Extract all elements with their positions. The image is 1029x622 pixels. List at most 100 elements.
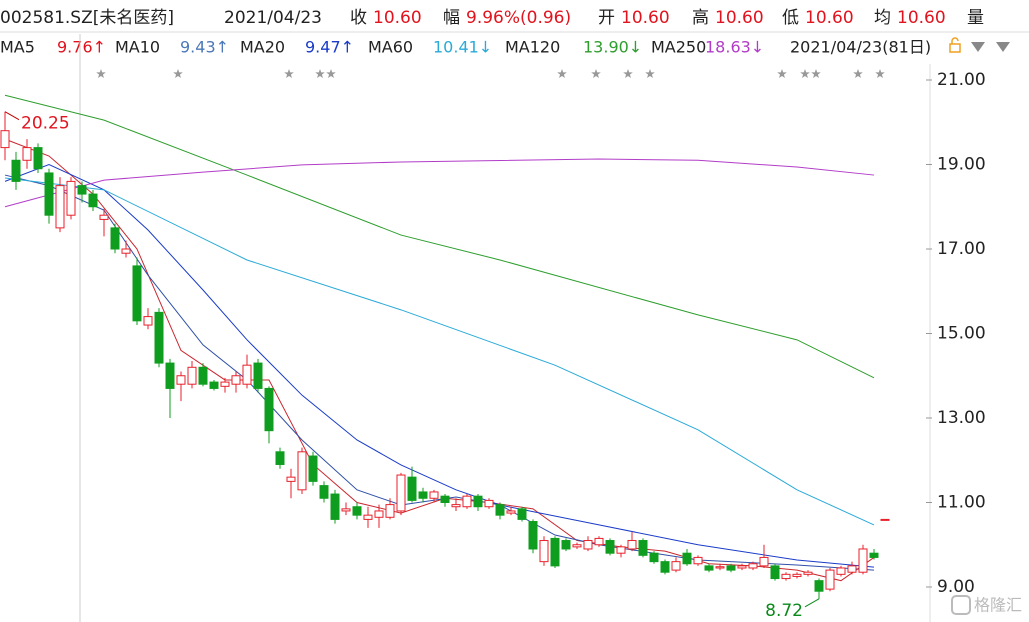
legend-name: MA5: [0, 38, 35, 57]
candle-body: [11, 159, 21, 182]
candle-body: [517, 508, 527, 520]
settings-icons[interactable]: [949, 37, 1010, 53]
candle-body: [209, 381, 219, 389]
candle-body: [242, 364, 252, 385]
candle-body: [330, 493, 340, 520]
candle-body: [748, 563, 758, 569]
candle-body: [693, 556, 703, 565]
y-tick-label: 11.00: [937, 493, 986, 513]
candle-body: [407, 476, 417, 501]
candle-body: [682, 552, 692, 565]
candle-body: [484, 499, 494, 508]
candle-body: [440, 495, 450, 504]
legend-value: 9.47↑: [305, 38, 354, 57]
candle-body: [770, 565, 780, 580]
candle-body: [836, 567, 846, 575]
candle-body: [55, 185, 65, 229]
ma-line: [4, 177, 875, 526]
quote-label: 均: [874, 8, 891, 28]
candle-body: [77, 185, 87, 195]
candle-body: [0, 130, 10, 149]
candle-body: [759, 556, 769, 567]
quote-value: 10.60: [897, 8, 946, 28]
symbol: 002581.SZ[未名医药]: [0, 8, 174, 28]
candle-body: [363, 514, 373, 520]
candle-body: [583, 540, 593, 550]
candle-body: [319, 485, 329, 499]
candle-body: [605, 540, 615, 554]
candle-body: [803, 571, 813, 575]
quote-label: 幅: [443, 8, 460, 28]
legend-value: 9.76↑: [57, 38, 106, 57]
candle-body: [198, 366, 208, 385]
y-tick-label: 19.00: [937, 155, 986, 175]
volume-label: 量: [967, 8, 984, 28]
candle-body: [33, 147, 43, 170]
quote-value: 10.60: [621, 8, 670, 28]
candle-body: [880, 518, 890, 521]
candle-body: [847, 565, 857, 573]
candle-body: [99, 214, 109, 220]
legend: 2021/04/23(81日) MA5 9.76↑ MA10 9.43↑ MA20 9.4…: [0, 38, 931, 57]
dropdown-icon[interactable]: [971, 42, 985, 52]
candle-body: [671, 561, 681, 571]
candle-body: [121, 248, 131, 254]
ma-line: [4, 158, 875, 208]
legend-name: MA120: [505, 38, 560, 57]
lock-icon[interactable]: [949, 43, 961, 53]
min-pointer: [804, 598, 820, 608]
legend-value: 9.43↑: [180, 38, 229, 57]
legend-name: MA10: [115, 38, 160, 57]
quote-date: 2021/04/23: [224, 8, 322, 28]
candle-body: [341, 508, 351, 512]
quote-value: 9.96%(0.96): [466, 8, 571, 28]
candle-body: [110, 227, 120, 250]
quote-value: 10.60: [715, 8, 764, 28]
candle-body: [176, 375, 186, 385]
plot-area: 9.00 11.00 13.00 15.00 17.00 19.00 21.00 20.25 8…: [0, 70, 986, 621]
y-tick-label: 21.00: [937, 70, 986, 90]
max-pointer: [4, 111, 20, 121]
candle-body: [253, 362, 263, 389]
legend-value: 13.90↓: [583, 38, 642, 57]
candle-body: [352, 506, 362, 516]
candle-body: [297, 451, 307, 491]
dropdown-icon[interactable]: [996, 42, 1010, 52]
candle-body: [627, 540, 637, 550]
candle-body: [572, 544, 582, 548]
candle-body: [374, 510, 384, 518]
candle-body: [451, 504, 461, 508]
watermark: 格隆汇: [951, 595, 1022, 615]
ma-line: [4, 94, 875, 379]
candle-body: [638, 540, 648, 556]
candle-body: [308, 455, 318, 482]
legend-value: 18.63↓: [705, 38, 764, 57]
candle-body: [462, 495, 472, 508]
candle-body: [132, 265, 142, 322]
range-label: 2021/04/23(81日): [790, 38, 931, 57]
candle-body: [616, 546, 626, 554]
legend-name: MA20: [240, 38, 285, 57]
candle-body: [781, 573, 791, 580]
candle-body: [187, 366, 197, 385]
y-tick-label: 15.00: [937, 324, 986, 344]
candle-body: [528, 521, 538, 550]
candle-body: [495, 504, 505, 516]
candle-body: [264, 387, 274, 432]
header: 002581.SZ[未名医药] 2021/04/23 量 收 10.60 幅 9.96…: [0, 8, 984, 28]
y-tick-label: 17.00: [937, 239, 986, 259]
candle-body: [858, 548, 868, 573]
candle-body: [649, 552, 659, 563]
candle-body: [143, 316, 153, 326]
candle-body: [165, 362, 175, 389]
candle-body: [220, 381, 230, 387]
candle-body: [396, 474, 406, 512]
quote-value: 10.60: [373, 8, 422, 28]
candle-body: [473, 495, 483, 508]
watermark-text: 格隆汇: [974, 596, 1022, 615]
quote-label: 收: [350, 8, 367, 28]
candle-body: [737, 565, 747, 569]
candle-body: [418, 491, 428, 499]
watermark-icon: [951, 595, 971, 615]
